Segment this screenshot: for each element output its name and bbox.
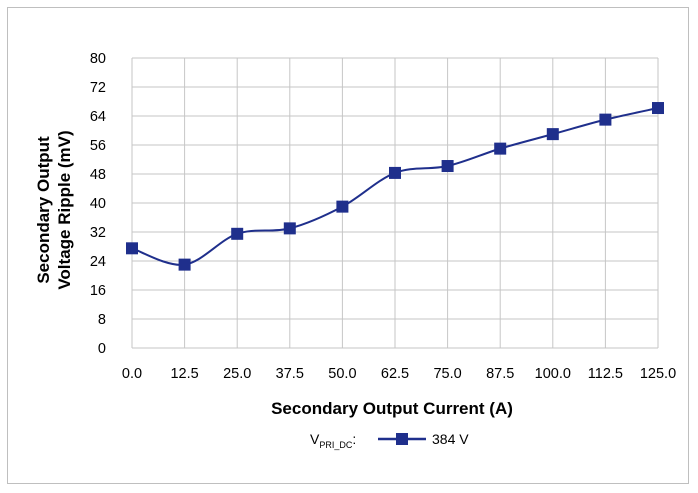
data-point-10 xyxy=(652,102,664,114)
x-tick-label-0: 0.0 xyxy=(122,366,142,382)
y-axis-title: Secondary Output Voltage Ripple (mV) xyxy=(34,130,74,289)
x-tick-label-1: 12.5 xyxy=(170,366,198,382)
x-tick-label-5: 62.5 xyxy=(381,366,409,382)
legend-prefix-subscript: PRI_DC xyxy=(319,440,353,450)
data-point-7 xyxy=(494,143,506,155)
data-point-8 xyxy=(547,128,559,140)
data-point-4 xyxy=(336,201,348,213)
y-tick-label-2: 16 xyxy=(90,283,106,299)
x-tick-label-9: 112.5 xyxy=(588,366,623,382)
grid xyxy=(132,58,658,348)
y-tick-label-10: 80 xyxy=(90,51,106,67)
data-point-3 xyxy=(284,222,296,234)
x-tick-label-2: 25.0 xyxy=(223,366,251,382)
y-axis-title-line-2: Voltage Ripple (mV) xyxy=(55,130,74,289)
legend-prefix-colon: : xyxy=(352,431,356,447)
data-point-9 xyxy=(599,114,611,126)
legend-prefix: VPRI_DC: xyxy=(310,431,356,450)
data-point-1 xyxy=(179,259,191,271)
legend-series-marker xyxy=(396,433,408,445)
legend-series-label: 384 V xyxy=(432,431,469,447)
x-tick-labels: 0.0 12.5 25.0 37.5 50.0 62.5 75.0 87.5 100.0 112.… xyxy=(122,366,676,382)
x-tick-label-7: 87.5 xyxy=(486,366,514,382)
y-tick-label-4: 32 xyxy=(90,225,106,241)
y-tick-label-6: 48 xyxy=(90,167,106,183)
x-tick-label-6: 75.0 xyxy=(433,366,461,382)
x-axis-title: Secondary Output Current (A) xyxy=(271,399,513,418)
y-tick-label-3: 24 xyxy=(90,254,106,270)
x-tick-label-8: 100.0 xyxy=(535,366,571,382)
y-tick-label-1: 8 xyxy=(98,312,106,328)
x-tick-label-10: 125.0 xyxy=(640,366,676,382)
y-tick-label-5: 40 xyxy=(90,196,106,212)
x-tick-label-4: 50.0 xyxy=(328,366,356,382)
y-tick-labels: 0 8 16 24 32 40 48 56 64 72 80 xyxy=(90,51,106,357)
y-axis-title-line-1: Secondary Output xyxy=(34,136,53,284)
y-tick-label-9: 72 xyxy=(90,80,106,96)
data-point-6 xyxy=(442,160,454,172)
y-tick-label-0: 0 xyxy=(98,341,106,357)
x-tick-label-3: 37.5 xyxy=(276,366,304,382)
legend: VPRI_DC: 384 V xyxy=(310,431,469,450)
data-point-0 xyxy=(126,242,138,254)
y-tick-label-7: 56 xyxy=(90,138,106,154)
y-tick-label-8: 64 xyxy=(90,109,106,125)
data-point-2 xyxy=(231,228,243,240)
data-point-5 xyxy=(389,167,401,179)
